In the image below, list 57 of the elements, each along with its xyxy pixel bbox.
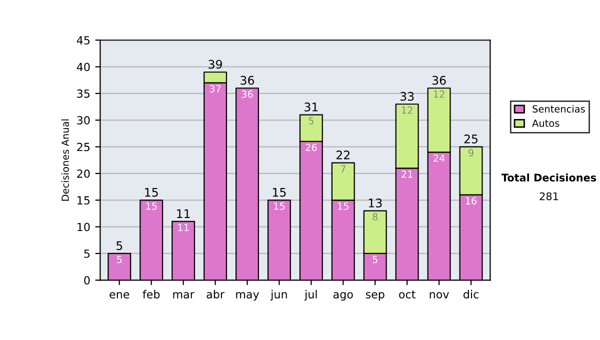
y-tick-label: 25 (77, 142, 90, 152)
data-label: 15 (274, 202, 285, 210)
data-label: 7 (340, 165, 346, 172)
y-tick-label: 35 (77, 89, 90, 98)
legend-label: Autos (532, 120, 560, 127)
x-tick-label: ene (110, 292, 130, 298)
total-label: 36 (240, 76, 254, 85)
data-label: 36 (242, 90, 253, 98)
y-tick-label: 5 (84, 250, 90, 258)
y-tick-label: 0 (84, 276, 90, 285)
legend-label: Sentencias (532, 105, 585, 113)
data-label: 21 (402, 170, 412, 178)
y-axis-title: Decisiones Anual (61, 119, 69, 201)
total-label: 33 (400, 92, 414, 101)
y-tick-label: 20 (77, 169, 90, 178)
data-label: 5 (117, 256, 122, 264)
x-tick-label: oct (399, 290, 416, 298)
x-tick-label: ago (333, 292, 353, 301)
x-tick-label: mar (173, 292, 194, 298)
data-label: 12 (402, 106, 412, 114)
x-tick-label: feb (142, 290, 160, 298)
data-label: 26 (306, 144, 317, 152)
x-tick-label: sep (366, 292, 384, 301)
y-tick-label: 40 (76, 62, 90, 72)
text: Total Decisiones (501, 173, 596, 182)
data-label: 37 (210, 85, 221, 92)
data-label: 15 (146, 202, 157, 210)
y-tick-label: 30 (77, 116, 90, 125)
total-label: 31 (304, 102, 318, 112)
data-label: 8 (372, 213, 378, 220)
total-label: 22 (336, 150, 350, 160)
total-label: 15 (145, 188, 158, 197)
data-label: 5 (308, 117, 314, 124)
data-label: 15 (338, 202, 348, 210)
x-tick-label: dic (464, 290, 478, 298)
y-tick-label: 45 (76, 36, 90, 44)
total-label: 15 (273, 188, 286, 197)
data-label: 12 (434, 90, 444, 98)
total-label: 25 (464, 134, 478, 144)
y-tick-label: 15 (78, 196, 90, 205)
y-tick-label: 10 (78, 222, 90, 232)
total-label: 36 (432, 76, 446, 85)
x-tick-label: jul (304, 290, 317, 301)
x-tick-label: nov (430, 292, 449, 298)
x-tick-label: may (236, 292, 260, 301)
x-tick-label: jun (270, 290, 287, 301)
total-label: 11 (177, 209, 190, 218)
total-label: 39 (208, 60, 222, 69)
data-label: 24 (434, 154, 445, 162)
total-label: 5 (116, 241, 122, 250)
data-label: 16 (466, 197, 477, 204)
data-label: 11 (178, 224, 189, 232)
x-tick-label: abr (206, 290, 224, 298)
text: 281 (540, 192, 558, 200)
data-label: 5 (372, 256, 378, 264)
data-label: 9 (468, 149, 474, 156)
total-label: 13 (368, 198, 382, 208)
